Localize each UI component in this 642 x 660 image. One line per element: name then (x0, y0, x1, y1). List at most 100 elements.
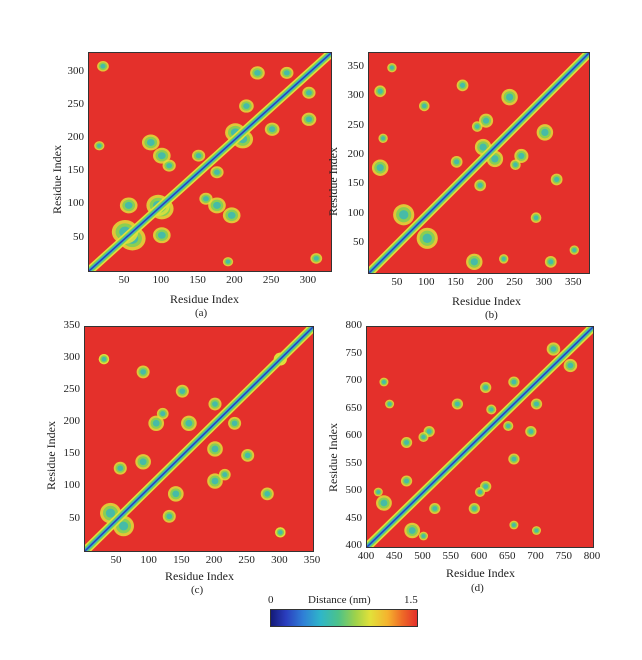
contact-blob (534, 528, 539, 533)
heatmap-svg-c (85, 327, 313, 551)
contact-blob (381, 380, 386, 384)
contact-blob (211, 477, 219, 485)
contact-blob (533, 215, 539, 221)
heatmap-svg-a (89, 53, 331, 271)
contact-blob (166, 513, 173, 520)
heatmap-svg-d (367, 327, 593, 547)
colorbar-max-label: 1.5 (404, 594, 418, 606)
y-tick-label: 150 (67, 164, 85, 177)
y-tick-label: 750 (345, 346, 363, 359)
contact-blob (283, 70, 290, 76)
contact-blob (376, 490, 381, 494)
contact-blob (426, 429, 432, 434)
contact-blob (227, 211, 236, 219)
x-axis-label-a: Residue Index (170, 292, 239, 306)
x-tick-label: 250 (262, 274, 280, 286)
x-tick-label: 250 (238, 554, 255, 566)
heatmap-plot-d (366, 326, 594, 548)
contact-blob (213, 201, 221, 209)
heatmap-plot-c (84, 326, 314, 552)
contact-blob (548, 259, 554, 265)
contact-blob (404, 440, 410, 445)
y-tick-label: 650 (345, 401, 363, 414)
contact-blob (100, 63, 106, 69)
contact-blob (511, 379, 517, 385)
x-tick-label: 300 (299, 274, 317, 286)
contact-blob (305, 116, 313, 123)
contact-blob (140, 369, 147, 375)
panel-label-c: (c) (191, 584, 204, 596)
contact-blob (505, 93, 514, 101)
diagonal-band (367, 327, 593, 547)
y-tick-label: 150 (347, 177, 365, 190)
y-tick-label: 700 (345, 374, 363, 386)
contact-blob (389, 65, 395, 70)
y-tick-label: 150 (63, 447, 81, 460)
x-tick-label: 200 (476, 276, 494, 288)
y-tick-label: 350 (347, 59, 365, 72)
contact-blob (185, 419, 193, 427)
contact-blob (477, 489, 483, 495)
contact-blob (491, 155, 499, 163)
y-axis-label-a: Residue Index (50, 145, 64, 214)
x-tick-label: 600 (470, 550, 488, 562)
contact-blob (264, 491, 271, 497)
x-tick-label: 500 (414, 550, 431, 562)
x-tick-label: 100 (152, 274, 170, 286)
contact-blob (422, 233, 432, 243)
y-tick-label: 100 (67, 197, 85, 210)
x-tick-label: 100 (417, 276, 435, 288)
contact-blob (483, 484, 489, 489)
y-tick-label: 300 (347, 89, 365, 102)
y-tick-label: 100 (347, 206, 365, 219)
contact-blob (501, 256, 506, 261)
x-tick-label: 50 (118, 274, 130, 286)
y-tick-label: 800 (345, 319, 363, 331)
x-tick-label: 200 (205, 554, 223, 566)
contact-blob (479, 143, 487, 151)
contact-blob (483, 385, 489, 390)
contact-blob (534, 401, 539, 407)
contact-blob (454, 159, 460, 165)
diagonal-band (89, 53, 331, 271)
y-tick-label: 200 (63, 415, 81, 428)
contact-blob (157, 231, 166, 239)
y-tick-label: 450 (345, 511, 363, 524)
contact-blob (231, 420, 238, 427)
contact-blob (118, 521, 129, 531)
y-tick-label: 500 (345, 484, 363, 496)
contact-blob (124, 201, 133, 209)
contact-blob (157, 152, 166, 160)
y-tick-label: 300 (67, 64, 85, 77)
contact-blob (195, 153, 202, 159)
contact-blob (139, 458, 147, 466)
contact-blob (471, 506, 477, 511)
contact-blob (513, 162, 518, 168)
y-tick-label: 250 (67, 98, 85, 110)
panel-label-d: (d) (471, 582, 484, 594)
y-tick-label: 100 (63, 479, 81, 492)
y-tick-label: 550 (345, 456, 363, 469)
contact-blob (225, 259, 231, 264)
contact-blob (474, 124, 480, 129)
contact-blob (482, 117, 490, 124)
contact-blob (572, 247, 577, 253)
y-tick-label: 300 (63, 351, 81, 364)
y-axis-label-d: Residue Index (326, 423, 340, 492)
contact-blob (459, 82, 466, 88)
contact-blob (550, 346, 557, 352)
x-axis-label-d: Residue Index (446, 566, 515, 580)
y-tick-label: 200 (67, 131, 85, 144)
contact-blob (470, 258, 478, 266)
contact-blob (243, 103, 250, 109)
contact-blob (105, 508, 116, 518)
y-tick-label: 400 (345, 539, 363, 551)
x-tick-label: 650 (499, 550, 516, 562)
contact-blob (518, 152, 525, 160)
contact-blob (214, 169, 220, 175)
x-tick-label: 250 (506, 276, 523, 288)
x-tick-label: 750 (555, 550, 573, 562)
y-tick-label: 50 (73, 230, 84, 243)
contact-blob (404, 478, 410, 484)
contact-blob (152, 419, 160, 427)
